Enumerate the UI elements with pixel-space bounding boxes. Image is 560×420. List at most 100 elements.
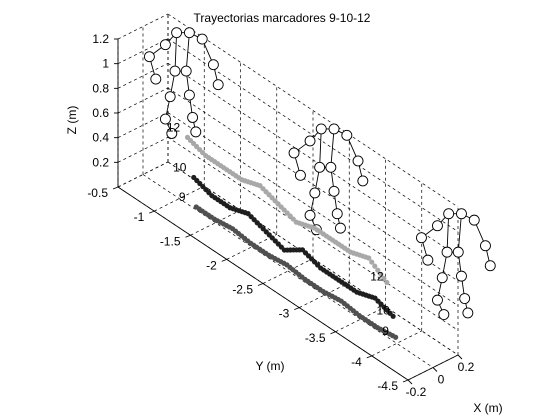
skeleton-joint [456,270,467,282]
skeleton-joint [422,254,434,266]
trajectory-point [375,267,381,273]
trajectory-point [369,259,375,265]
y-tick-label: -3.5 [305,331,326,345]
skeleton-bone [174,32,178,72]
skeleton-joint [352,155,364,167]
z-tick-label: 0.6 [92,106,109,120]
trajectory-point [393,334,399,340]
grid-line-floor-x [142,174,434,368]
skeleton-joint [304,209,316,221]
skeleton-joint [468,214,480,226]
skeleton-joint [480,240,491,252]
skeleton-joint [456,208,467,220]
skeleton-joint [304,135,316,147]
x-tick-label: 0.2 [458,360,475,374]
y-tick-mark [149,210,155,214]
trajectory-label: 9 [382,324,389,338]
skeleton-joint [462,307,474,319]
trajectory-label: 10 [376,303,390,317]
skeleton-frame [288,123,369,236]
skeleton-joint [150,73,162,85]
trajectory-label: 12 [167,120,181,134]
y-tick-label: -3 [279,307,290,321]
skeleton-joint [357,175,369,187]
axis-ticks: -0.5 -1 -1.5 -2 -2.5 -3 -3.5 -4 -4.5 -0.2 0 0.2 0.2 0… [87,32,474,399]
y-tick-label: -2.5 [232,283,253,297]
z-tick-label: 1 [102,57,109,71]
skeleton-joint [314,161,326,173]
y-tick-label: -4.5 [377,379,398,393]
skeleton-joint [459,293,471,304]
chart-title: Trayectorias marcadores 9-10-12 [194,11,371,25]
skeleton-joint [187,112,199,123]
z-tick-label: 0.2 [92,155,109,169]
skeleton-joint [432,294,443,306]
skeleton-bone [319,128,322,168]
skeleton-joint [484,260,496,272]
skeleton-bone [446,213,450,253]
trajectory-series: 99 [179,190,399,340]
z-tick-label: 1.2 [92,32,109,46]
y-tick-label: -4 [351,355,362,369]
trajectory-point [384,279,390,286]
skeleton-bone [457,213,462,253]
y-tick-mark [402,379,409,383]
y-tick-mark [366,355,372,359]
grid-line-back-z [167,38,459,232]
skeleton-bone [185,32,190,72]
skeleton-joint [190,126,202,138]
x-tick-mark [407,379,413,385]
trajectory-point [381,275,387,281]
y-tick-mark [112,186,119,190]
trajectory-point [390,313,396,319]
y-tick-label: -2 [206,258,217,272]
z-axis-label: Z (m) [65,106,79,135]
skeleton-joint [436,272,448,284]
skeleton-joint [159,39,171,51]
skeleton-joint [288,147,300,159]
y-tick-label: -1.5 [160,234,181,248]
skeleton-joint [315,123,327,135]
skeleton-joint [183,27,195,39]
skeleton-joint [212,79,224,91]
skeleton-joint [159,113,171,125]
skeleton-joint [416,232,427,244]
skeleton-joint [171,27,183,39]
skeleton-joint [432,220,443,232]
skeleton-joint [334,222,346,234]
z-tick-label: 0.8 [92,81,109,95]
y-axis-label: Y (m) [255,359,284,373]
y-tick-mark [294,307,300,311]
skeleton-joint [441,246,453,258]
x-tick-mark [432,367,438,372]
y-tick-label: -1 [134,210,145,224]
x-tick-mark [457,354,463,360]
trajectory-point [378,271,384,277]
y-tick-mark [257,283,264,286]
skeleton-joint [207,59,219,71]
skeleton-joint [452,246,464,258]
grid-line-back-z [167,13,459,208]
skeleton-bone [330,128,335,168]
y-tick-mark [185,234,191,238]
walking-skeleton-frames [143,27,496,320]
skeleton-joint [196,33,208,45]
skeleton-joint [180,65,192,77]
trajectory-point [366,255,372,261]
trajectory-label: 12 [370,269,384,283]
x-axis-label: X (m) [473,401,502,415]
x-tick-label: -0.2 [406,385,427,399]
trajectory-label: 9 [179,190,186,204]
skeleton-joint [325,161,337,173]
trajectory-series: 10 10 [173,160,396,319]
z-tick-label: 0.4 [92,131,109,145]
skeleton-joint [443,208,455,220]
skeleton-joint [331,208,343,220]
skeleton-frame [143,27,224,139]
trajectory-point [372,263,378,269]
skeleton-joint [328,123,340,135]
y-tick-label: -0.5 [87,186,108,200]
trajectory-series: 12 12 [167,120,390,286]
y-tick-mark [330,331,336,335]
